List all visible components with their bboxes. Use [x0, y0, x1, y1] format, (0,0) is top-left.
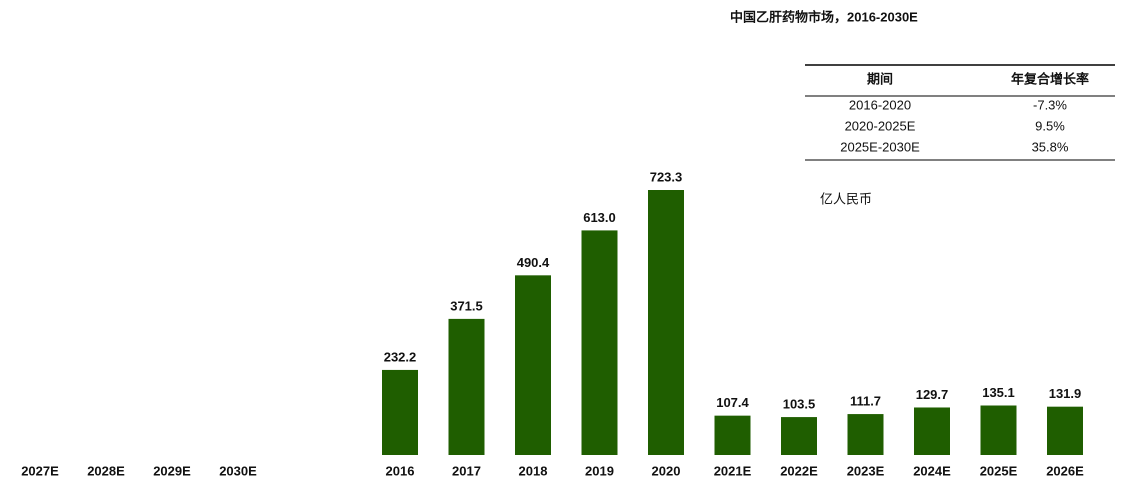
- table-cell: 35.8%: [1032, 139, 1069, 154]
- x-tick-label: 2023E: [847, 463, 885, 478]
- x-tick-label: 2025E: [980, 463, 1018, 478]
- data-label: 490.4: [517, 255, 550, 270]
- table-cell: 9.5%: [1035, 118, 1065, 133]
- data-label: 103.5: [783, 397, 816, 412]
- data-label: 371.5: [450, 298, 483, 313]
- data-label: 135.1: [982, 385, 1015, 400]
- bar: [980, 405, 1017, 455]
- data-label: 107.4: [716, 395, 749, 410]
- table-cell: 2020-2025E: [845, 118, 916, 133]
- x-tick-label: 2024E: [913, 463, 951, 478]
- bar: [515, 275, 551, 455]
- table-header: 期间: [867, 71, 893, 86]
- bar: [1047, 406, 1083, 455]
- data-label: 131.9: [1049, 386, 1082, 401]
- x-tick-label: 2026E: [1046, 463, 1084, 478]
- x-tick-label: 2022E: [780, 463, 818, 478]
- x-tick-label: 2016: [386, 463, 415, 478]
- data-label: 232.2: [384, 349, 417, 364]
- x-tick-label: 2020: [652, 463, 681, 478]
- x-tick-label: 2017: [452, 463, 481, 478]
- x-tick-label: 2019: [585, 463, 614, 478]
- data-label: 723.3: [650, 169, 683, 184]
- bar: [914, 407, 950, 455]
- data-label: 129.7: [916, 387, 949, 402]
- bar: [781, 417, 817, 455]
- bar: [847, 414, 884, 455]
- table-cell: 2016-2020: [849, 97, 911, 112]
- bar: [581, 230, 618, 455]
- table-cell: 2025E-2030E: [840, 139, 920, 154]
- bar: [714, 415, 751, 455]
- bar: [382, 369, 418, 455]
- table-header: 年复合增长率: [1011, 71, 1089, 86]
- unit-label: 亿人民币: [820, 191, 872, 206]
- x-tick-label: 2018: [519, 463, 548, 478]
- bar: [648, 190, 684, 455]
- data-label: 613.0: [583, 210, 616, 225]
- x-tick-label: 2029E: [153, 463, 191, 478]
- x-tick-label: 2028E: [87, 463, 125, 478]
- x-tick-label: 2030E: [219, 463, 257, 478]
- bar: [448, 318, 485, 455]
- chart-title: 中国乙肝药物市场，2016-2030E: [730, 9, 918, 24]
- x-tick-label: 2021E: [714, 463, 752, 478]
- data-label: 111.7: [850, 394, 881, 409]
- x-tick-label: 2027E: [21, 463, 59, 478]
- table-cell: -7.3%: [1033, 97, 1067, 112]
